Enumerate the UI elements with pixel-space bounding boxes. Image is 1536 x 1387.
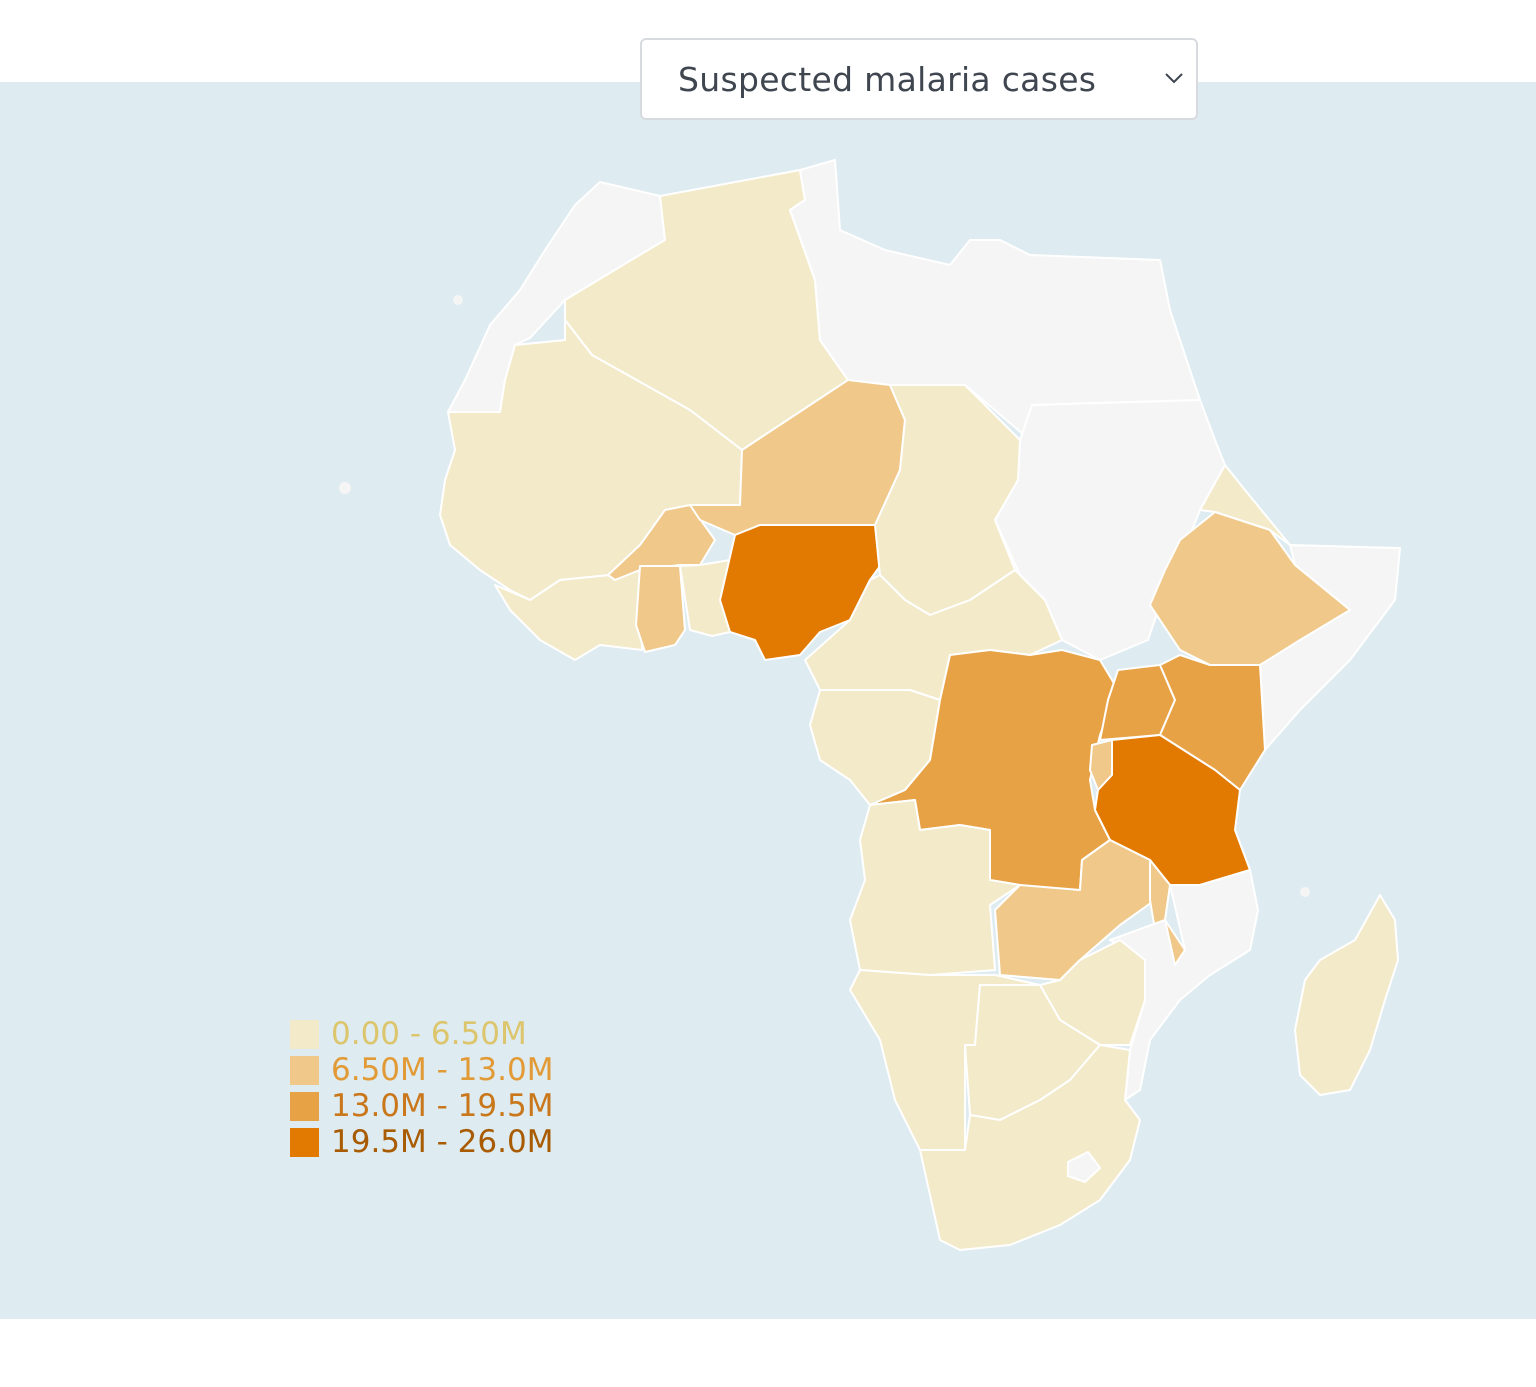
indicator-select[interactable]: Suspected malaria cases [640, 38, 1198, 120]
region-nigeria[interactable] [719, 524, 889, 661]
region-madagascar[interactable] [1294, 894, 1399, 1096]
legend-label: 6.50M - 13.0M [331, 1052, 554, 1088]
region-lesotho[interactable] [1067, 1151, 1101, 1183]
legend-item: 6.50M - 13.0M [290, 1052, 553, 1088]
region-burkina-faso[interactable] [607, 504, 716, 581]
region-comoros [1300, 887, 1310, 897]
legend-item: 13.0M - 19.5M [290, 1088, 553, 1124]
legend-item: 0.00 - 6.50M [290, 1016, 553, 1052]
legend-label: 19.5M - 26.0M [331, 1124, 554, 1160]
region-zimbabwe[interactable] [1039, 939, 1146, 1046]
legend-label: 13.0M - 19.5M [331, 1088, 554, 1124]
region-kenya[interactable] [1159, 654, 1266, 791]
map-legend: 0.00 - 6.50M 6.50M - 13.0M 13.0M - 19.5M… [290, 1016, 553, 1160]
chevron-down-icon [1165, 73, 1183, 84]
region-south-africa[interactable] [919, 1044, 1141, 1251]
region-mozambique[interactable] [1109, 869, 1259, 1101]
legend-swatch [290, 1091, 319, 1121]
region-angola[interactable] [849, 799, 1021, 976]
region-zambia[interactable] [994, 839, 1156, 981]
legend-swatch [290, 1127, 319, 1157]
region-canary-islands [453, 295, 463, 305]
legend-item: 19.5M - 26.0M [290, 1124, 553, 1160]
region-ghana[interactable] [635, 565, 686, 653]
legend-label: 0.00 - 6.50M [331, 1016, 527, 1052]
region-west-coast[interactable] [494, 569, 643, 661]
indicator-select-value: Suspected malaria cases [678, 59, 1097, 99]
region-cape-verde-islands [339, 482, 351, 494]
legend-swatch [290, 1019, 319, 1049]
legend-swatch [290, 1055, 319, 1085]
